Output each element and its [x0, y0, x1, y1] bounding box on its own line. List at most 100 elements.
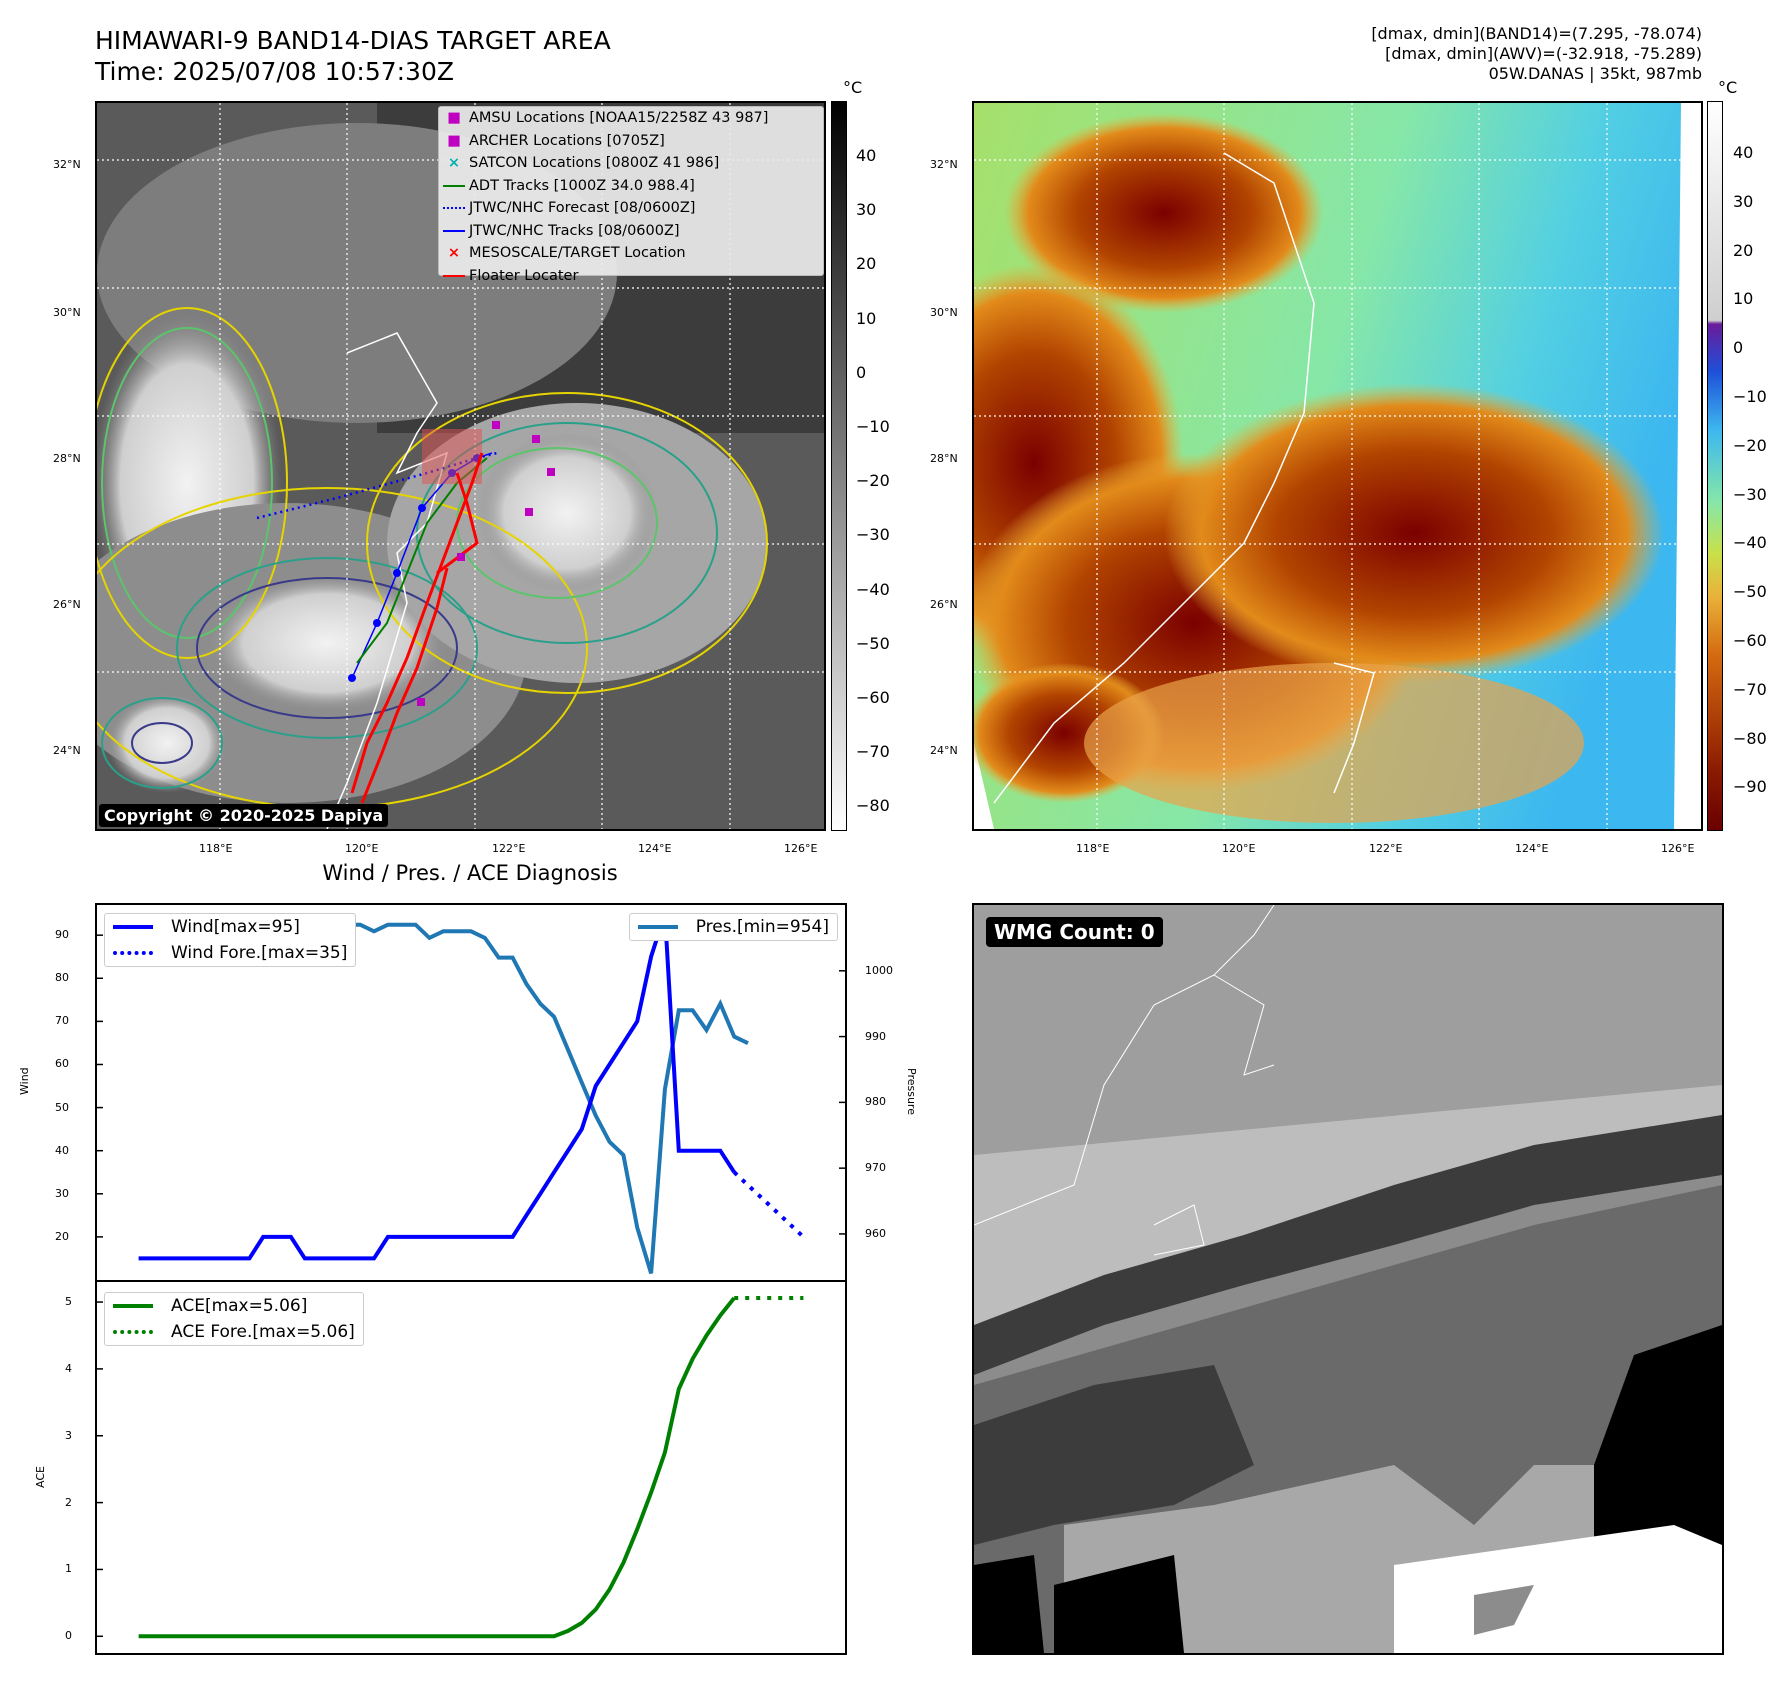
legend-label: Floater Locater — [469, 267, 579, 284]
colorbar-tick: 0 — [1733, 338, 1744, 358]
legend-label: JTWC/NHC Tracks [08/0600Z] — [469, 222, 680, 239]
ace-plot — [97, 1296, 804, 1639]
ace-tick-label: 4 — [65, 1361, 72, 1375]
lat-label: 26°N — [930, 598, 958, 611]
wind-tick-label: 20 — [55, 1229, 69, 1243]
lat-label: 30°N — [930, 306, 958, 319]
lon-label: 122°E — [1369, 842, 1403, 855]
colorbar-gray — [831, 101, 847, 831]
wind-tick-label: 70 — [55, 1014, 69, 1028]
pressure-legend-label: Pres.[min=954] — [695, 917, 829, 937]
colorbar-tick: 20 — [1733, 240, 1754, 260]
lat-label: 32°N — [53, 158, 81, 171]
lat-label: 28°N — [53, 452, 81, 465]
wind-line — [138, 912, 736, 1261]
legend-marker — [439, 178, 469, 194]
colorbar-tick: −60 — [1733, 631, 1767, 650]
lat-label: 24°N — [53, 744, 81, 757]
colorbar-tick: −10 — [1733, 387, 1767, 406]
map-legend-item: ■ AMSU Locations [NOAA15/2258Z 43 987] — [439, 107, 823, 130]
wmg-image — [974, 905, 1722, 1653]
wind-pressure-chart: Wind[max=95] Wind Fore.[max=35] Pres.[mi… — [95, 903, 847, 1282]
wind-tick-label: 40 — [55, 1143, 69, 1157]
lon-label: 124°E — [1515, 842, 1549, 855]
info-line-3: 05W.DANAS | 35kt, 987mb — [1488, 64, 1702, 83]
map-legend-item: ■ ARCHER Locations [0705Z] — [439, 130, 823, 153]
colorbar-tick: 40 — [856, 146, 877, 165]
legend-label: SATCON Locations [0800Z 41 986] — [469, 155, 720, 172]
legend-marker — [439, 268, 469, 284]
copyright-label: Copyright © 2020-2025 Dapiya — [99, 804, 389, 827]
lat-label: 28°N — [930, 452, 958, 465]
lon-label: 118°E — [1076, 842, 1110, 855]
ace-legend: ACE[max=5.06] ACE Fore.[max=5.06] — [104, 1292, 364, 1346]
lon-label: 118°E — [199, 842, 233, 855]
pressure-tick-label: 960 — [865, 1226, 886, 1240]
wind-tick-label: 80 — [55, 971, 69, 985]
map-legend-item: ADT Tracks [1000Z 34.0 988.4] — [439, 175, 823, 198]
wind-legend-label: Wind[max=95] — [171, 917, 300, 937]
info-line-1: [dmax, dmin](BAND14)=(7.295, -78.074) — [1371, 24, 1702, 43]
lon-label: 124°E — [638, 842, 672, 855]
legend-label: AMSU Locations [NOAA15/2258Z 43 987] — [469, 110, 769, 127]
colorbar-tick: 30 — [856, 200, 877, 220]
awv-map-image — [974, 103, 1701, 829]
legend-marker: ■ — [447, 132, 461, 149]
legend-marker — [439, 200, 469, 216]
colorbar-tick: −90 — [1733, 777, 1767, 797]
wind-tick-label: 30 — [55, 1186, 69, 1200]
lat-label: 30°N — [53, 306, 81, 319]
colorbar-tick: −50 — [856, 633, 890, 653]
wind-tick-label: 90 — [55, 928, 69, 942]
colorbar-awv — [1707, 101, 1723, 831]
map-legend-item: JTWC/NHC Forecast [08/0600Z] — [439, 197, 823, 220]
lat-label: 24°N — [930, 744, 958, 757]
colorbar-tick: −40 — [1733, 533, 1767, 553]
legend-label: ARCHER Locations [0705Z] — [469, 132, 665, 149]
diagnosis-title: Wind / Pres. / ACE Diagnosis — [322, 861, 618, 885]
lon-label: 120°E — [1222, 842, 1256, 855]
colorbar-tick: 10 — [856, 308, 877, 328]
colorbar-awv-unit: °C — [1718, 78, 1738, 97]
colorbar-tick: −40 — [856, 579, 890, 599]
colorbar-tick: 40 — [1733, 143, 1754, 162]
lat-label: 26°N — [53, 598, 81, 611]
legend-label: MESOSCALE/TARGET Location — [469, 245, 686, 262]
colorbar-tick: −80 — [856, 796, 890, 816]
lat-label: 32°N — [930, 158, 958, 171]
colorbar-tick: −10 — [856, 417, 890, 436]
ace-tick-label: 3 — [65, 1428, 72, 1442]
lon-label: 126°E — [1661, 842, 1695, 855]
legend-marker — [439, 223, 469, 239]
map-legend-item: × MESOSCALE/TARGET Location — [439, 242, 823, 265]
colorbar-tick: 10 — [1733, 289, 1754, 309]
map-legend-item: × SATCON Locations [0800Z 41 986] — [439, 152, 823, 175]
ace-tick-label: 2 — [65, 1495, 72, 1509]
wind-tick-label: 60 — [55, 1057, 69, 1071]
colorbar-gray-unit: °C — [843, 78, 863, 97]
pressure-legend: Pres.[min=954] — [628, 913, 838, 941]
pressure-tick-label: 1000 — [865, 963, 893, 977]
lon-label: 122°E — [492, 842, 526, 855]
colorbar-tick: 30 — [1733, 191, 1754, 211]
pressure-axis-label: Pressure — [905, 1068, 918, 1115]
title-line-1: HIMAWARI-9 BAND14-DIAS TARGET AREA — [95, 26, 611, 55]
title-line-2: Time: 2025/07/08 10:57:30Z — [95, 57, 454, 86]
ace-tick-label: 5 — [65, 1295, 72, 1309]
ir-map-panel: ■ AMSU Locations [NOAA15/2258Z 43 987] ■ AR… — [95, 101, 826, 831]
legend-marker: ■ — [447, 110, 461, 127]
info-line-2: [dmax, dmin](AWV)=(-32.918, -75.289) — [1385, 44, 1702, 63]
colorbar-tick: −30 — [1733, 484, 1767, 504]
pressure-tick-label: 990 — [865, 1029, 886, 1043]
lon-label: 120°E — [345, 842, 379, 855]
map-legend-item: Floater Locater — [439, 265, 823, 288]
wind-forecast-line — [732, 1170, 805, 1239]
colorbar-tick: −20 — [1733, 435, 1767, 455]
ace-axis-label: ACE — [34, 1466, 47, 1488]
ace-chart: ACE[max=5.06] ACE Fore.[max=5.06] — [95, 1280, 847, 1655]
awv-map-panel — [972, 101, 1703, 831]
colorbar-tick: −60 — [856, 688, 890, 707]
colorbar-tick: −20 — [856, 471, 890, 491]
legend-label: JTWC/NHC Forecast [08/0600Z] — [469, 200, 696, 217]
colorbar-tick: −70 — [1733, 679, 1767, 699]
